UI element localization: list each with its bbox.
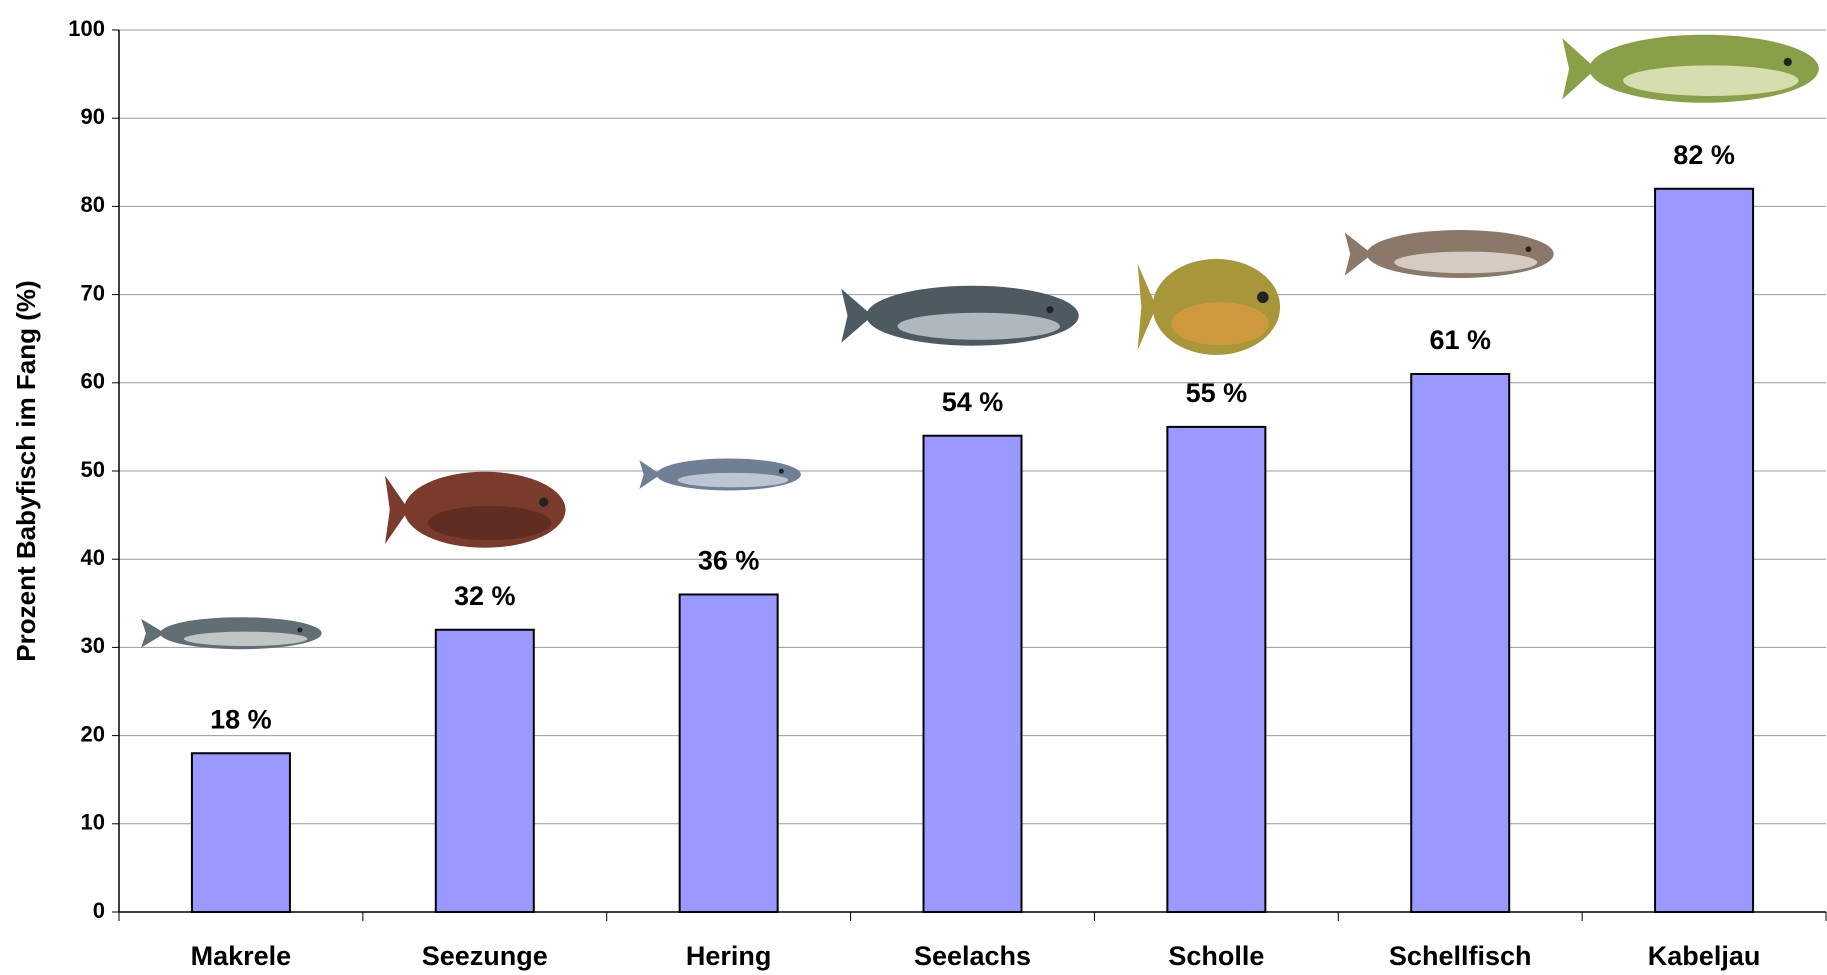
fish-eye (1257, 291, 1269, 304)
x-tick-label: Schellfisch (1389, 941, 1532, 971)
y-tick-label: 20 (81, 721, 105, 746)
fish-tail (1344, 232, 1373, 276)
fish-tail (1137, 263, 1157, 351)
fish-eye (1046, 306, 1054, 314)
fish-illustration (1344, 229, 1554, 278)
x-tick-label: Hering (686, 941, 772, 971)
y-tick-label: 70 (81, 280, 105, 305)
fish-eye (778, 468, 784, 474)
value-label: 32 % (454, 581, 516, 611)
value-label: 55 % (1186, 378, 1248, 408)
value-label: 36 % (698, 546, 760, 576)
fish-tail (639, 460, 661, 489)
fish-belly (1171, 302, 1269, 346)
y-tick-label: 30 (81, 633, 105, 658)
bar (1166, 425, 1267, 913)
fish-tail (141, 618, 165, 648)
fish-eye (539, 497, 549, 507)
value-label: 18 % (210, 704, 272, 734)
y-tick-label: 50 (81, 457, 105, 482)
x-tick-label: Makrele (191, 941, 292, 971)
bar (922, 434, 1023, 913)
fish-tail (385, 475, 409, 544)
y-tick-label: 80 (81, 192, 105, 217)
fish-illustration (841, 285, 1079, 346)
fish-illustration (639, 458, 801, 491)
fish-illustration (385, 471, 566, 548)
fish-tail (1562, 38, 1597, 100)
fish-belly (427, 505, 552, 541)
y-axis-label: Prozent Babyfisch im Fang (%) (11, 280, 41, 661)
y-tick-label: 100 (68, 16, 105, 41)
x-tick-label: Seelachs (914, 941, 1031, 971)
fish-belly (1623, 65, 1799, 96)
value-label: 61 % (1429, 325, 1491, 355)
fish-belly (1394, 251, 1538, 274)
y-tick-label: 40 (81, 545, 105, 570)
fish-belly (677, 472, 789, 488)
fish-illustration (141, 617, 322, 650)
fish-belly (183, 631, 308, 647)
y-tick-label: 0 (93, 898, 105, 923)
fish-belly (897, 312, 1060, 340)
bar (678, 593, 779, 913)
y-tick-label: 60 (81, 369, 105, 394)
fish-eye (1525, 246, 1532, 253)
x-tick-label: Kabeljau (1648, 941, 1761, 971)
y-tick-label: 90 (81, 104, 105, 129)
fish-eye (297, 627, 303, 633)
x-tick-label: Scholle (1168, 941, 1264, 971)
x-tick-label: Seezunge (422, 941, 548, 971)
value-label: 82 % (1673, 140, 1735, 170)
fish-tail (841, 288, 873, 343)
fish-illustration (1137, 258, 1281, 355)
bar (1410, 372, 1511, 914)
fish-eye (1783, 57, 1792, 67)
bar (1654, 187, 1755, 913)
fish-illustration (1562, 34, 1819, 103)
bar (434, 628, 535, 913)
value-label: 54 % (942, 387, 1004, 417)
bar (190, 752, 291, 913)
y-tick-label: 10 (81, 810, 105, 835)
